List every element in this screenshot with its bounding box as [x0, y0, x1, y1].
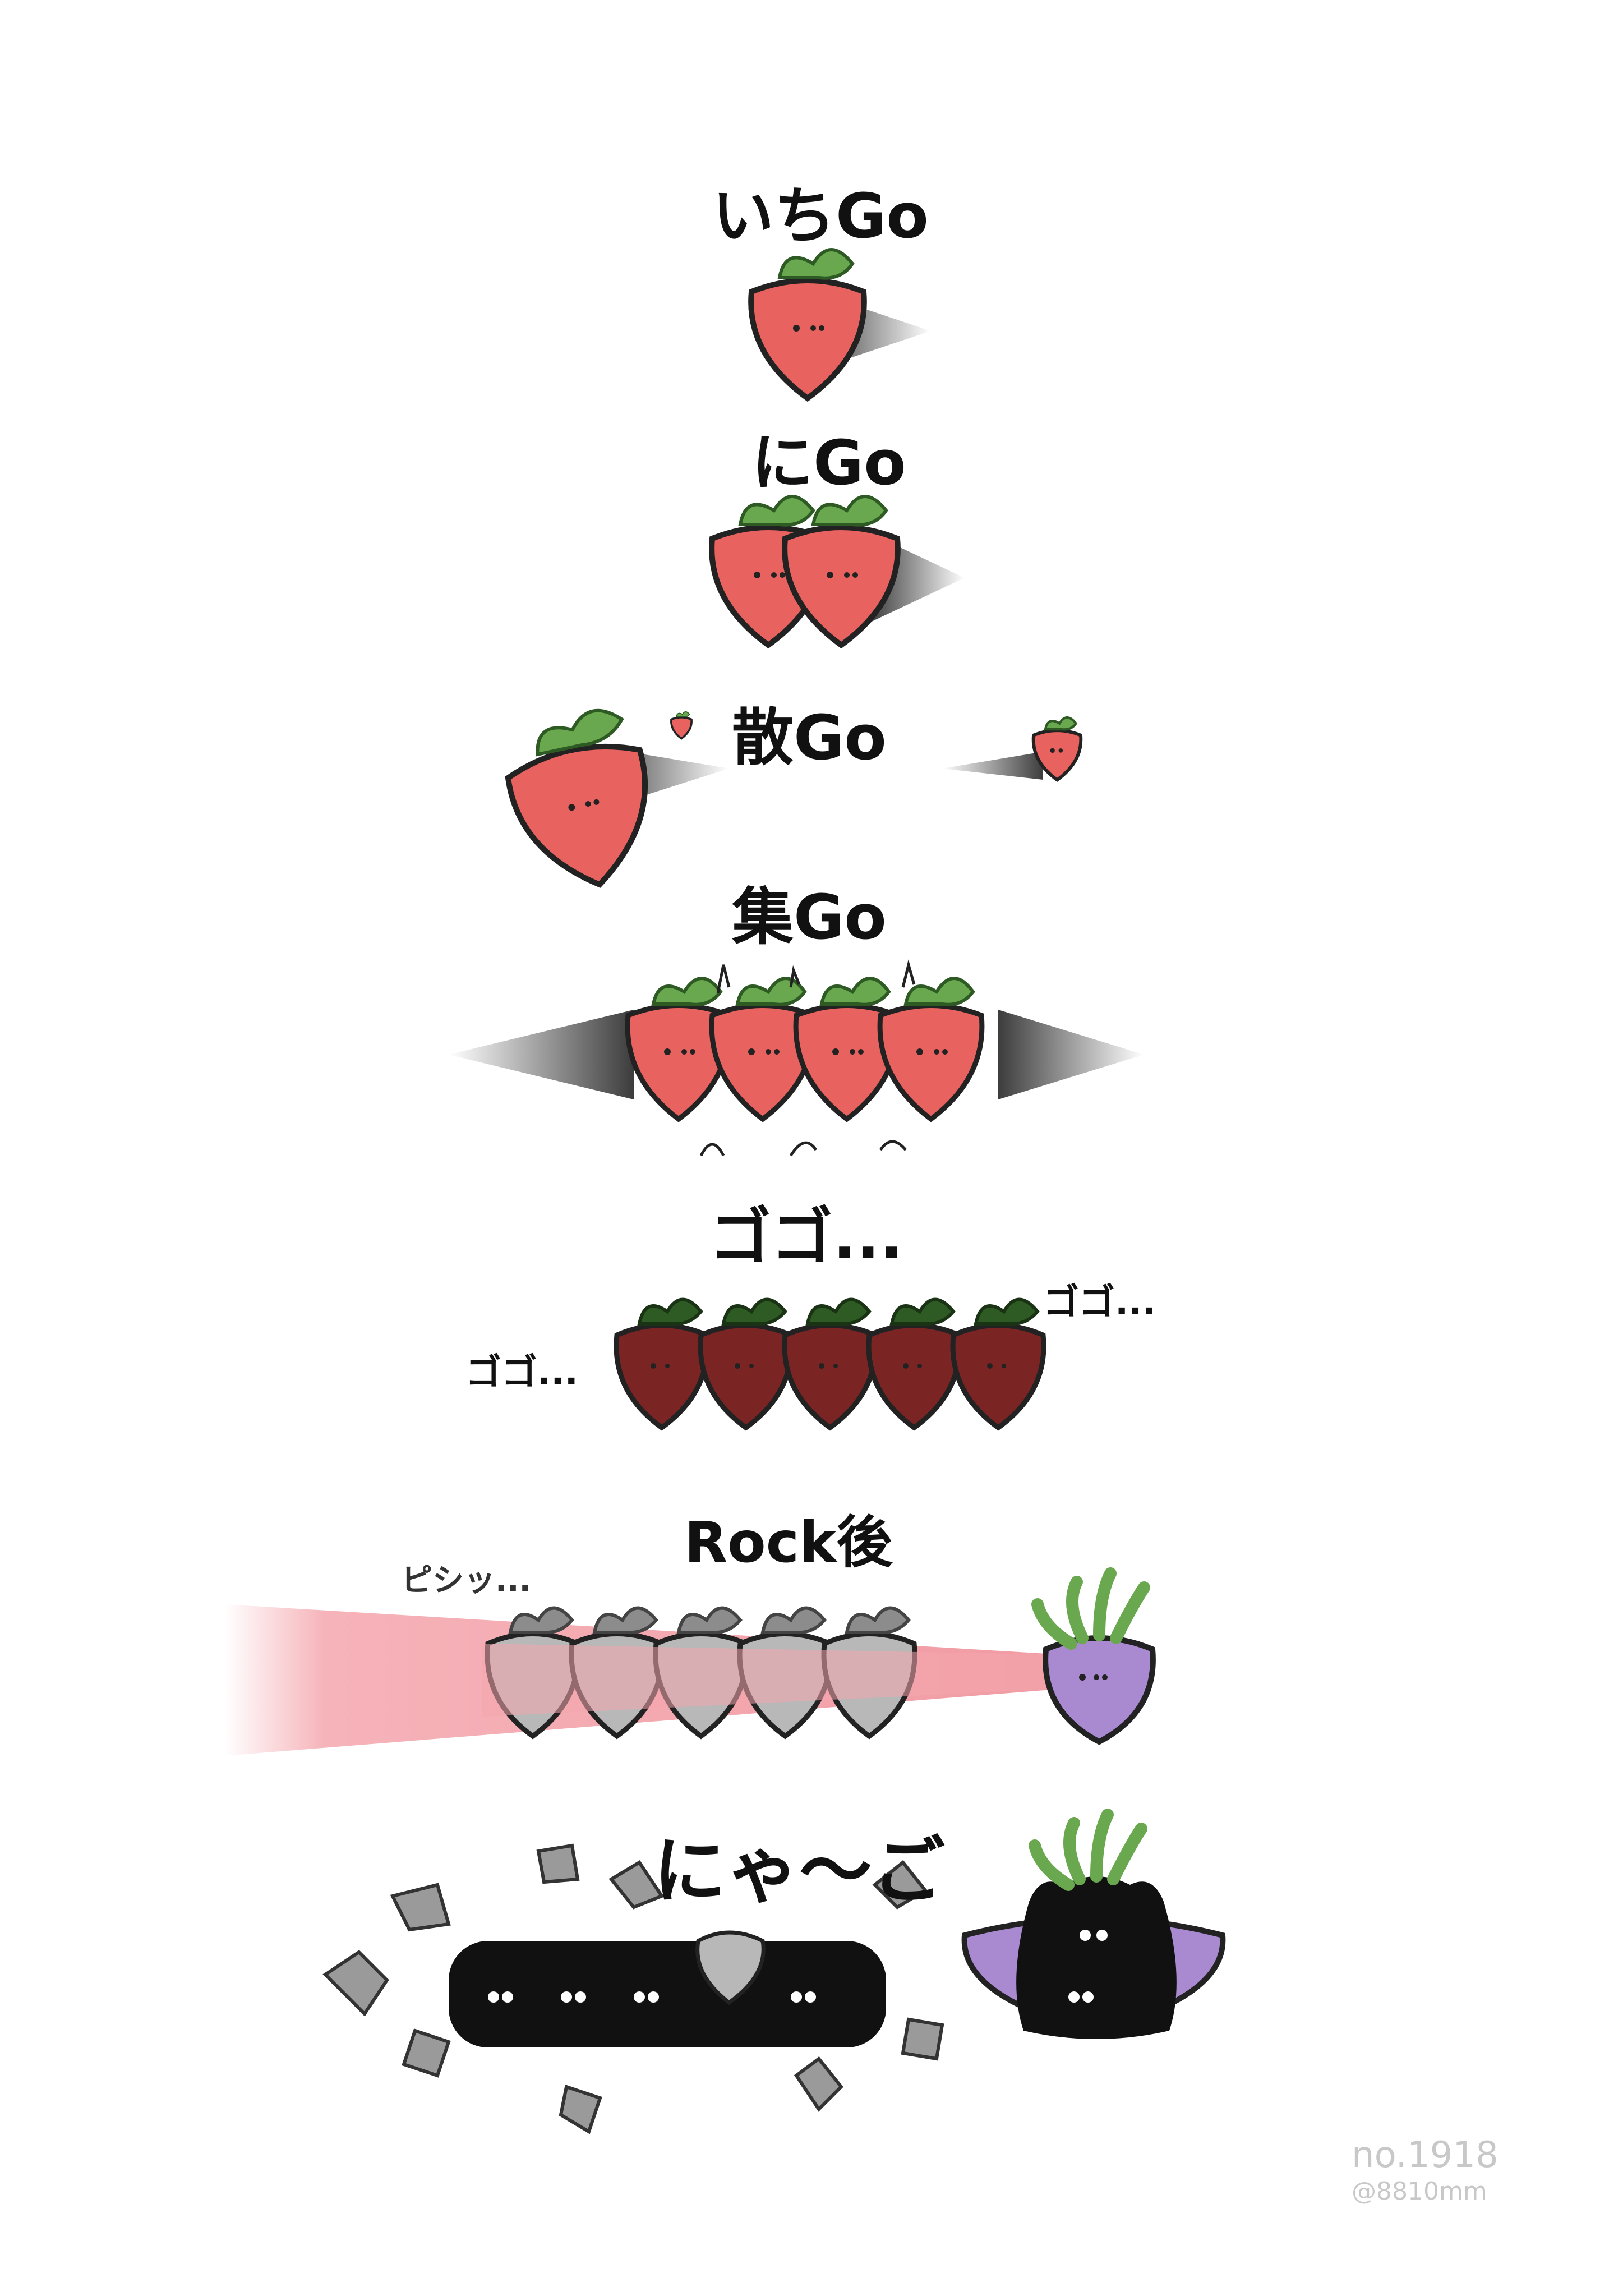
- panel-title-ichigo: いちGo: [712, 180, 929, 252]
- signature-handle: @8810mm: [1352, 2177, 1487, 2206]
- panel-title-sango: 散Go: [732, 702, 887, 774]
- impact-lines: [699, 1140, 907, 1157]
- sfx-crack: ピシッ...: [401, 1562, 531, 1599]
- laser-beam-overlay: [482, 1644, 1066, 1717]
- strawberry-icon: [670, 711, 693, 740]
- panel-title-nyago: にゃ〜ご: [653, 1828, 946, 1913]
- strawberry-icon: [625, 977, 732, 1122]
- strawberry-icon: [782, 1297, 878, 1431]
- turnip-icon: [1031, 1567, 1156, 1745]
- strawberry-icon: [614, 1297, 710, 1431]
- panel-title-gogo: ゴゴ...: [709, 1201, 903, 1273]
- strawberry-icon: [505, 708, 648, 888]
- strawberry-icon: [877, 977, 985, 1122]
- strawberry-icon: [695, 1930, 766, 2005]
- speed-streak: [449, 1010, 634, 1099]
- black-cat-icon: [449, 1941, 886, 2047]
- strawberry-icon: [793, 977, 901, 1122]
- signature-number: no.1918: [1352, 2134, 1498, 2176]
- nigo-panel: [709, 495, 965, 649]
- strawberry-icon: [748, 248, 867, 402]
- rockgo-panel: [224, 1567, 1156, 1756]
- stone-shards: [322, 1843, 944, 2134]
- strawberry-icon: [709, 977, 817, 1122]
- shugo-panel: [449, 959, 1144, 1157]
- nyago-panel: [322, 1809, 1226, 2134]
- strawberry-icon: [698, 1297, 794, 1431]
- sfx-left: ゴゴ...: [465, 1352, 578, 1393]
- impact-lines: [716, 959, 916, 993]
- black-cat-icon: [1016, 1809, 1177, 2039]
- cat-eyes: [488, 1991, 816, 2003]
- gogo-panel: [614, 1297, 1046, 1431]
- speed-streak: [942, 752, 1043, 780]
- strawberry-icon: [1031, 716, 1083, 783]
- strawberry-icon: [866, 1297, 962, 1431]
- panel-title-nigo: にGo: [751, 427, 906, 499]
- panel-title-rockgo: Rock後: [684, 1510, 893, 1575]
- ichigo-panel: [748, 248, 931, 402]
- strawberry-icon: [950, 1297, 1046, 1431]
- speed-streak: [998, 1010, 1144, 1099]
- sfx-right: ゴゴ...: [1043, 1282, 1156, 1323]
- panel-title-shugo: 集Go: [732, 881, 887, 953]
- sango-panel: [505, 708, 1083, 888]
- strawberry-icon: [782, 495, 901, 649]
